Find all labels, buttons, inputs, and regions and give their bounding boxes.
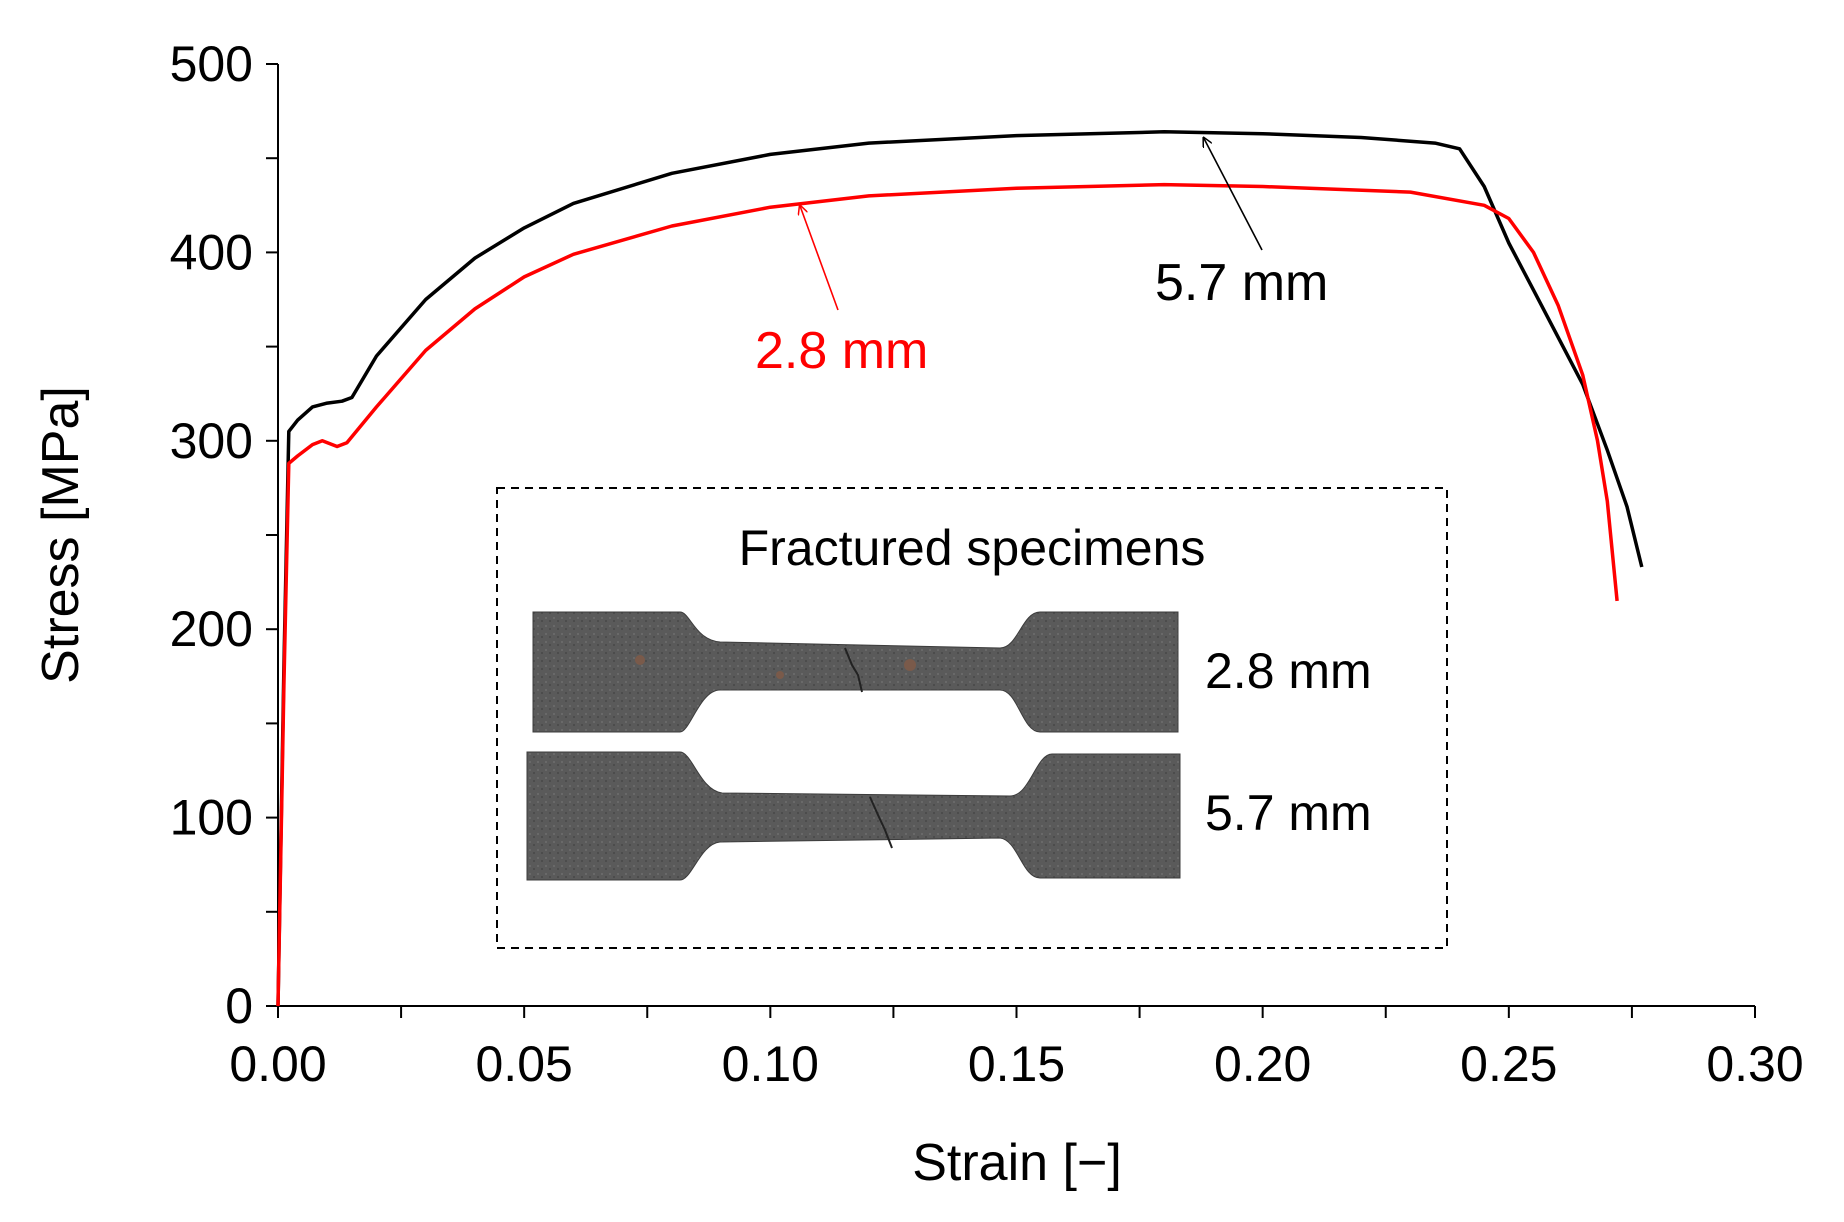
x-tick-label: 0.30 — [1706, 1036, 1803, 1092]
x-ticks: 0.00 0.05 0.10 0.15 0.20 0.25 0.30 — [229, 1006, 1804, 1092]
annotation-arrow-5-7mm — [1204, 138, 1263, 251]
series-layer — [276, 130, 1644, 1007]
inset-fractured-specimens: Fractured specimens 2.8 mm 5.7 mm — [496, 487, 1448, 949]
y-tick-label: 0 — [225, 978, 253, 1034]
y-axis-title: Stress [MPa] — [32, 386, 90, 684]
axes: 0 100 200 300 400 500 0.00 0.05 0.10 0.15 0.20 0.2… — [170, 36, 1804, 1092]
specimen-image-5-7mm — [526, 751, 1181, 881]
inset-label-5-7mm: 5.7 mm — [1205, 785, 1372, 841]
annotation-label-2-8mm: 2.8 mm — [755, 322, 928, 380]
y-ticks: 0 100 200 300 400 500 — [170, 36, 278, 1034]
y-tick-label: 300 — [170, 413, 253, 469]
x-tick-label: 0.25 — [1460, 1036, 1557, 1092]
x-tick-label: 0.10 — [722, 1036, 819, 1092]
series-line-2-8-mm — [276, 182, 1619, 1007]
annotation-5-7mm: 5.7 mm — [1155, 138, 1328, 312]
y-tick-label: 400 — [170, 224, 253, 280]
x-tick-label: 0.20 — [1214, 1036, 1311, 1092]
annotation-arrow-2-8mm — [800, 206, 839, 311]
x-tick-label: 0.00 — [229, 1036, 326, 1092]
x-axis-title: Strain [−] — [912, 1134, 1122, 1192]
annotation-2-8mm: 2.8 mm — [755, 206, 928, 380]
series-line-5-7-mm — [276, 130, 1644, 1007]
y-tick-label: 200 — [170, 601, 253, 657]
x-tick-label: 0.15 — [968, 1036, 1065, 1092]
x-tick-label: 0.05 — [476, 1036, 573, 1092]
y-tick-label: 100 — [170, 790, 253, 846]
inset-title: Fractured specimens — [739, 520, 1206, 576]
specimen-image-2-8mm — [532, 611, 1179, 733]
inset-label-2-8mm: 2.8 mm — [1205, 643, 1372, 699]
y-tick-label: 500 — [170, 36, 253, 92]
annotation-label-5-7mm: 5.7 mm — [1155, 254, 1328, 312]
